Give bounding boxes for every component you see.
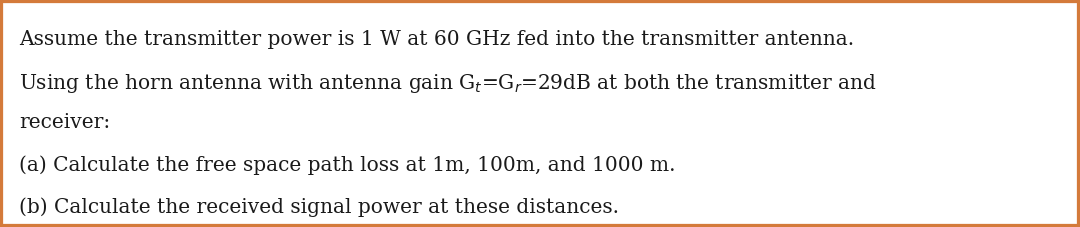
Text: (a) Calculate the free space path loss at 1m, 100m, and 1000 m.: (a) Calculate the free space path loss a… [19,155,676,175]
Text: (b) Calculate the received signal power at these distances.: (b) Calculate the received signal power … [19,197,620,217]
Text: Using the horn antenna with antenna gain G$_t$=G$_r$=29dB at both the transmitte: Using the horn antenna with antenna gain… [19,72,877,94]
Text: receiver:: receiver: [19,114,110,133]
Text: Assume the transmitter power is 1 W at 60 GHz fed into the transmitter antenna.: Assume the transmitter power is 1 W at 6… [19,30,854,49]
